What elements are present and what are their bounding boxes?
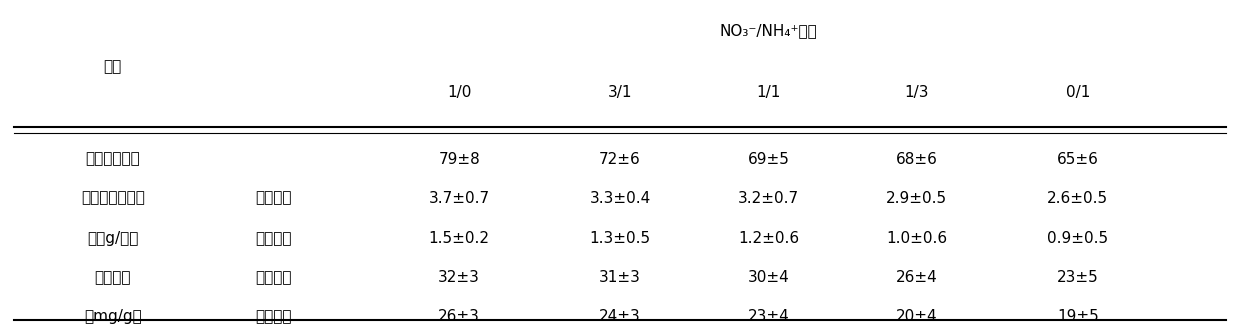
Text: 30±4: 30±4	[748, 270, 790, 285]
Text: 23±4: 23±4	[748, 309, 790, 324]
Text: 26±4: 26±4	[897, 270, 937, 285]
Text: 32±3: 32±3	[438, 270, 480, 285]
Text: 量，g/株）: 量，g/株）	[87, 231, 139, 246]
Text: 芦茧: 芦茧	[104, 59, 122, 74]
Text: 1/0: 1/0	[446, 85, 471, 100]
Text: 72±6: 72±6	[599, 152, 641, 167]
Text: 26±3: 26±3	[438, 309, 480, 324]
Text: 24±3: 24±3	[599, 309, 641, 324]
Text: 1/3: 1/3	[905, 85, 929, 100]
Text: 3.2±0.7: 3.2±0.7	[738, 191, 799, 206]
Text: 总氮浓度: 总氮浓度	[94, 270, 131, 285]
Text: NO₃⁻/NH₄⁺比例: NO₃⁻/NH₄⁺比例	[719, 23, 817, 38]
Text: 0.9±0.5: 0.9±0.5	[1048, 231, 1109, 246]
Text: 3/1: 3/1	[608, 85, 632, 100]
Text: 1/1: 1/1	[756, 85, 781, 100]
Text: 2.9±0.5: 2.9±0.5	[887, 191, 947, 206]
Text: （mg/g）: （mg/g）	[84, 309, 141, 324]
Text: 19±5: 19±5	[1056, 309, 1099, 324]
Text: 2.6±0.5: 2.6±0.5	[1048, 191, 1109, 206]
Text: 0/1: 0/1	[1065, 85, 1090, 100]
Text: 3.7±0.7: 3.7±0.7	[429, 191, 490, 206]
Text: 生物量（干物质: 生物量（干物质	[81, 191, 145, 206]
Text: 20±4: 20±4	[897, 309, 937, 324]
Text: 65±6: 65±6	[1056, 152, 1099, 167]
Text: 31±3: 31±3	[599, 270, 641, 285]
Text: 地上部分: 地上部分	[255, 270, 291, 285]
Text: 1.5±0.2: 1.5±0.2	[429, 231, 490, 246]
Text: 1.3±0.5: 1.3±0.5	[589, 231, 651, 246]
Text: 地上部分: 地上部分	[255, 191, 291, 206]
Text: 3.3±0.4: 3.3±0.4	[589, 191, 651, 206]
Text: 地下部分: 地下部分	[255, 231, 291, 246]
Text: 1.2±0.6: 1.2±0.6	[738, 231, 799, 246]
Text: 69±5: 69±5	[748, 152, 790, 167]
Text: 株高（厘米）: 株高（厘米）	[86, 152, 140, 167]
Text: 68±6: 68±6	[897, 152, 937, 167]
Text: 79±8: 79±8	[438, 152, 480, 167]
Text: 1.0±0.6: 1.0±0.6	[887, 231, 947, 246]
Text: 23±5: 23±5	[1056, 270, 1099, 285]
Text: 地下部分: 地下部分	[255, 309, 291, 324]
